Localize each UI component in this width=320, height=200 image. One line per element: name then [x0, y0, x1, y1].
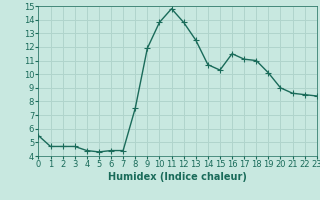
- X-axis label: Humidex (Indice chaleur): Humidex (Indice chaleur): [108, 172, 247, 182]
